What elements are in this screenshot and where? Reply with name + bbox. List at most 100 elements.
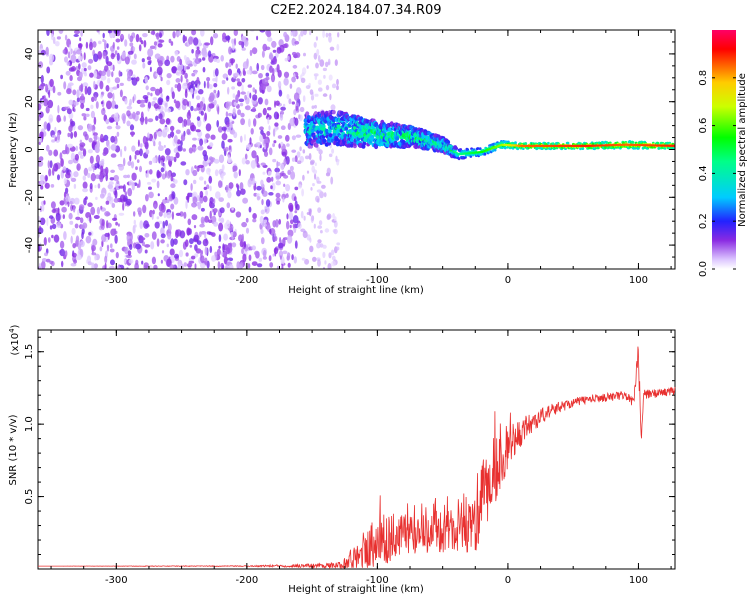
- signal-blob: [457, 157, 461, 161]
- noise-blob: [180, 134, 186, 142]
- noise-blob: [175, 78, 181, 83]
- noise-blob: [236, 189, 241, 197]
- signal-core: [571, 144, 573, 147]
- noise-blob: [120, 148, 123, 158]
- noise-blob: [129, 232, 133, 242]
- noise-blob: [43, 237, 47, 246]
- signal-core: [647, 144, 649, 147]
- noise-blob: [186, 263, 193, 268]
- noise-blob: [88, 58, 94, 64]
- noise-blob: [143, 40, 147, 48]
- noise-blob: [268, 255, 272, 262]
- noise-blob: [228, 145, 231, 151]
- y-tick-label: -20: [24, 189, 35, 205]
- signal-core: [569, 144, 572, 147]
- noise-blob: [110, 144, 117, 151]
- signal-core: [532, 144, 534, 147]
- noise-blob: [220, 55, 224, 62]
- signal-core: [510, 144, 512, 147]
- noise-blob: [126, 105, 133, 110]
- noise-blob: [286, 93, 290, 100]
- noise-blob: [292, 223, 296, 229]
- signal-core: [551, 144, 553, 147]
- noise-blob: [266, 131, 271, 136]
- noise-blob: [92, 238, 98, 246]
- signal-core: [478, 151, 480, 154]
- noise-blob: [85, 196, 88, 200]
- noise-blob: [98, 160, 105, 166]
- noise-blob: [239, 262, 244, 269]
- signal-core: [626, 143, 628, 146]
- noise-blob: [232, 107, 236, 117]
- noise-blob: [57, 174, 60, 181]
- noise-blob: [228, 182, 234, 189]
- noise-blob: [56, 36, 62, 40]
- noise-blob: [328, 153, 333, 158]
- noise-blob: [103, 39, 107, 48]
- noise-blob: [248, 254, 252, 261]
- noise-blob: [93, 70, 98, 79]
- signal-core: [577, 144, 579, 147]
- signal-core: [489, 148, 491, 150]
- noise-blob: [80, 30, 83, 37]
- noise-blob: [105, 85, 110, 92]
- noise-blob: [68, 159, 73, 165]
- signal-core: [646, 144, 649, 147]
- noise-blob: [149, 66, 152, 72]
- noise-blob: [127, 250, 132, 256]
- noise-blob: [209, 210, 212, 220]
- noise-blob: [252, 177, 255, 187]
- noise-blob: [44, 252, 48, 257]
- noise-blob: [240, 118, 246, 126]
- noise-blob: [138, 179, 141, 188]
- noise-blob: [158, 98, 163, 105]
- noise-blob: [260, 82, 267, 91]
- signal-blob: [320, 110, 325, 115]
- noise-blob: [250, 128, 254, 135]
- signal-blob: [605, 141, 609, 145]
- noise-blob: [297, 222, 302, 229]
- noise-blob: [189, 244, 193, 248]
- noise-blob: [185, 78, 189, 83]
- noise-blob: [112, 92, 115, 101]
- noise-blob: [238, 169, 241, 177]
- noise-blob: [160, 259, 163, 264]
- noise-blob: [193, 179, 197, 185]
- noise-blob: [301, 72, 305, 77]
- noise-blob: [314, 162, 317, 166]
- noise-blob: [274, 122, 279, 127]
- noise-blob: [204, 215, 210, 223]
- noise-blob: [57, 91, 62, 96]
- noise-blob: [227, 190, 232, 199]
- noise-blob: [155, 33, 160, 37]
- noise-blob: [87, 202, 93, 207]
- noise-blob: [157, 193, 160, 197]
- signal-core: [477, 151, 479, 154]
- signal-blob: [579, 147, 582, 151]
- noise-blob: [265, 199, 271, 207]
- noise-blob: [337, 32, 340, 38]
- y-tick-label: 1.5: [24, 344, 35, 360]
- noise-blob: [199, 138, 204, 146]
- noise-blob: [137, 139, 140, 147]
- noise-blob: [45, 83, 49, 93]
- noise-blob: [41, 258, 47, 262]
- signal-core: [503, 143, 505, 146]
- noise-blob: [334, 216, 337, 222]
- noise-blob: [144, 96, 148, 104]
- noise-blob: [282, 250, 288, 255]
- noise-blob: [235, 211, 242, 218]
- noise-blob: [202, 51, 208, 58]
- signal-blob: [476, 147, 480, 150]
- noise-blob: [79, 37, 82, 42]
- noise-blob: [38, 103, 42, 111]
- y-tick-label: 0.5: [24, 489, 35, 505]
- noise-blob: [110, 169, 115, 173]
- noise-blob: [156, 131, 163, 137]
- noise-blob: [322, 30, 325, 38]
- noise-blob: [77, 209, 80, 216]
- noise-blob: [129, 244, 133, 250]
- noise-blob: [151, 178, 157, 183]
- signal-core: [671, 144, 673, 147]
